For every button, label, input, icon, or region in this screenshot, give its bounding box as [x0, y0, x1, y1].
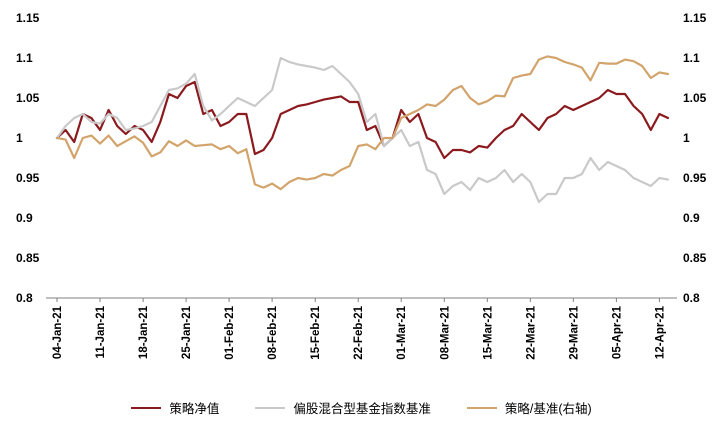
- y-axis-label-right: 1.05: [683, 91, 707, 105]
- chart-canvas: 04-Jan-21 11-Jan-21 18-Jan-21 25-Jan-21 01-F…: [16, 11, 707, 360]
- y-axis-label-right: 0.8: [683, 291, 700, 305]
- y-axis-label-left: 0.9: [16, 211, 33, 225]
- y-axis-label-right: 1.15: [683, 11, 707, 25]
- legend-line-swatch-icon: [466, 406, 497, 409]
- legend-label: 策略净值: [169, 402, 220, 416]
- series-line-0: [55, 80, 670, 160]
- y-axis-label-right: 0.9: [683, 211, 700, 225]
- x-axis-label: 05-Apr-21: [611, 305, 623, 359]
- y-axis-label-left: 1.05: [16, 91, 40, 105]
- y-axis-label-right: 1.1: [683, 51, 700, 65]
- y-axis-label-left: 0.8: [16, 291, 33, 305]
- legend-label: 偏股混合型基金指数基准: [293, 402, 431, 416]
- series-line-1: [55, 56, 670, 204]
- y-axis-label-right: 1: [683, 131, 690, 145]
- x-axis-label: 01-Feb-21: [224, 305, 236, 359]
- x-axis-label: 29-Mar-21: [568, 305, 580, 359]
- legend-label: 策略/基准(右轴): [504, 402, 592, 416]
- y-axis-label-left: 0.95: [16, 171, 40, 185]
- legend-line-swatch-icon: [131, 406, 162, 409]
- x-axis-label: 22-Feb-21: [353, 305, 365, 359]
- legend-line-swatch-icon: [255, 406, 286, 409]
- legend-item-0: 策略净值: [131, 398, 219, 417]
- x-axis-label: 04-Jan-21: [52, 305, 64, 359]
- y-axis-label-left: 1: [16, 131, 23, 145]
- x-axis-label: 18-Jan-21: [138, 305, 150, 359]
- x-axis-label: 12-Apr-21: [654, 305, 666, 359]
- x-axis-label: 08-Mar-21: [439, 305, 451, 359]
- y-axis-label-right: 0.95: [683, 171, 707, 185]
- legend-item-1: 偏股混合型基金指数基准: [255, 398, 431, 417]
- series-line-2: [55, 55, 670, 191]
- chart-legend: 策略净值 偏股混合型基金指数基准 策略/基准(右轴): [0, 398, 723, 417]
- x-axis-label: 25-Jan-21: [181, 305, 193, 359]
- y-axis-label-left: 1.1: [16, 51, 33, 65]
- x-axis-label: 15-Mar-21: [482, 305, 494, 359]
- x-axis-label: 15-Feb-21: [310, 305, 322, 359]
- legend-item-2: 策略/基准(右轴): [466, 398, 592, 417]
- x-axis-label: 11-Jan-21: [95, 305, 107, 358]
- x-axis-label: 01-Mar-21: [396, 305, 408, 359]
- y-axis-label-right: 0.85: [683, 251, 707, 265]
- y-axis-label-left: 0.85: [16, 251, 40, 265]
- y-axis-label-left: 1.15: [16, 11, 40, 25]
- x-axis-label: 22-Mar-21: [525, 305, 537, 359]
- x-axis-label: 08-Feb-21: [267, 305, 279, 359]
